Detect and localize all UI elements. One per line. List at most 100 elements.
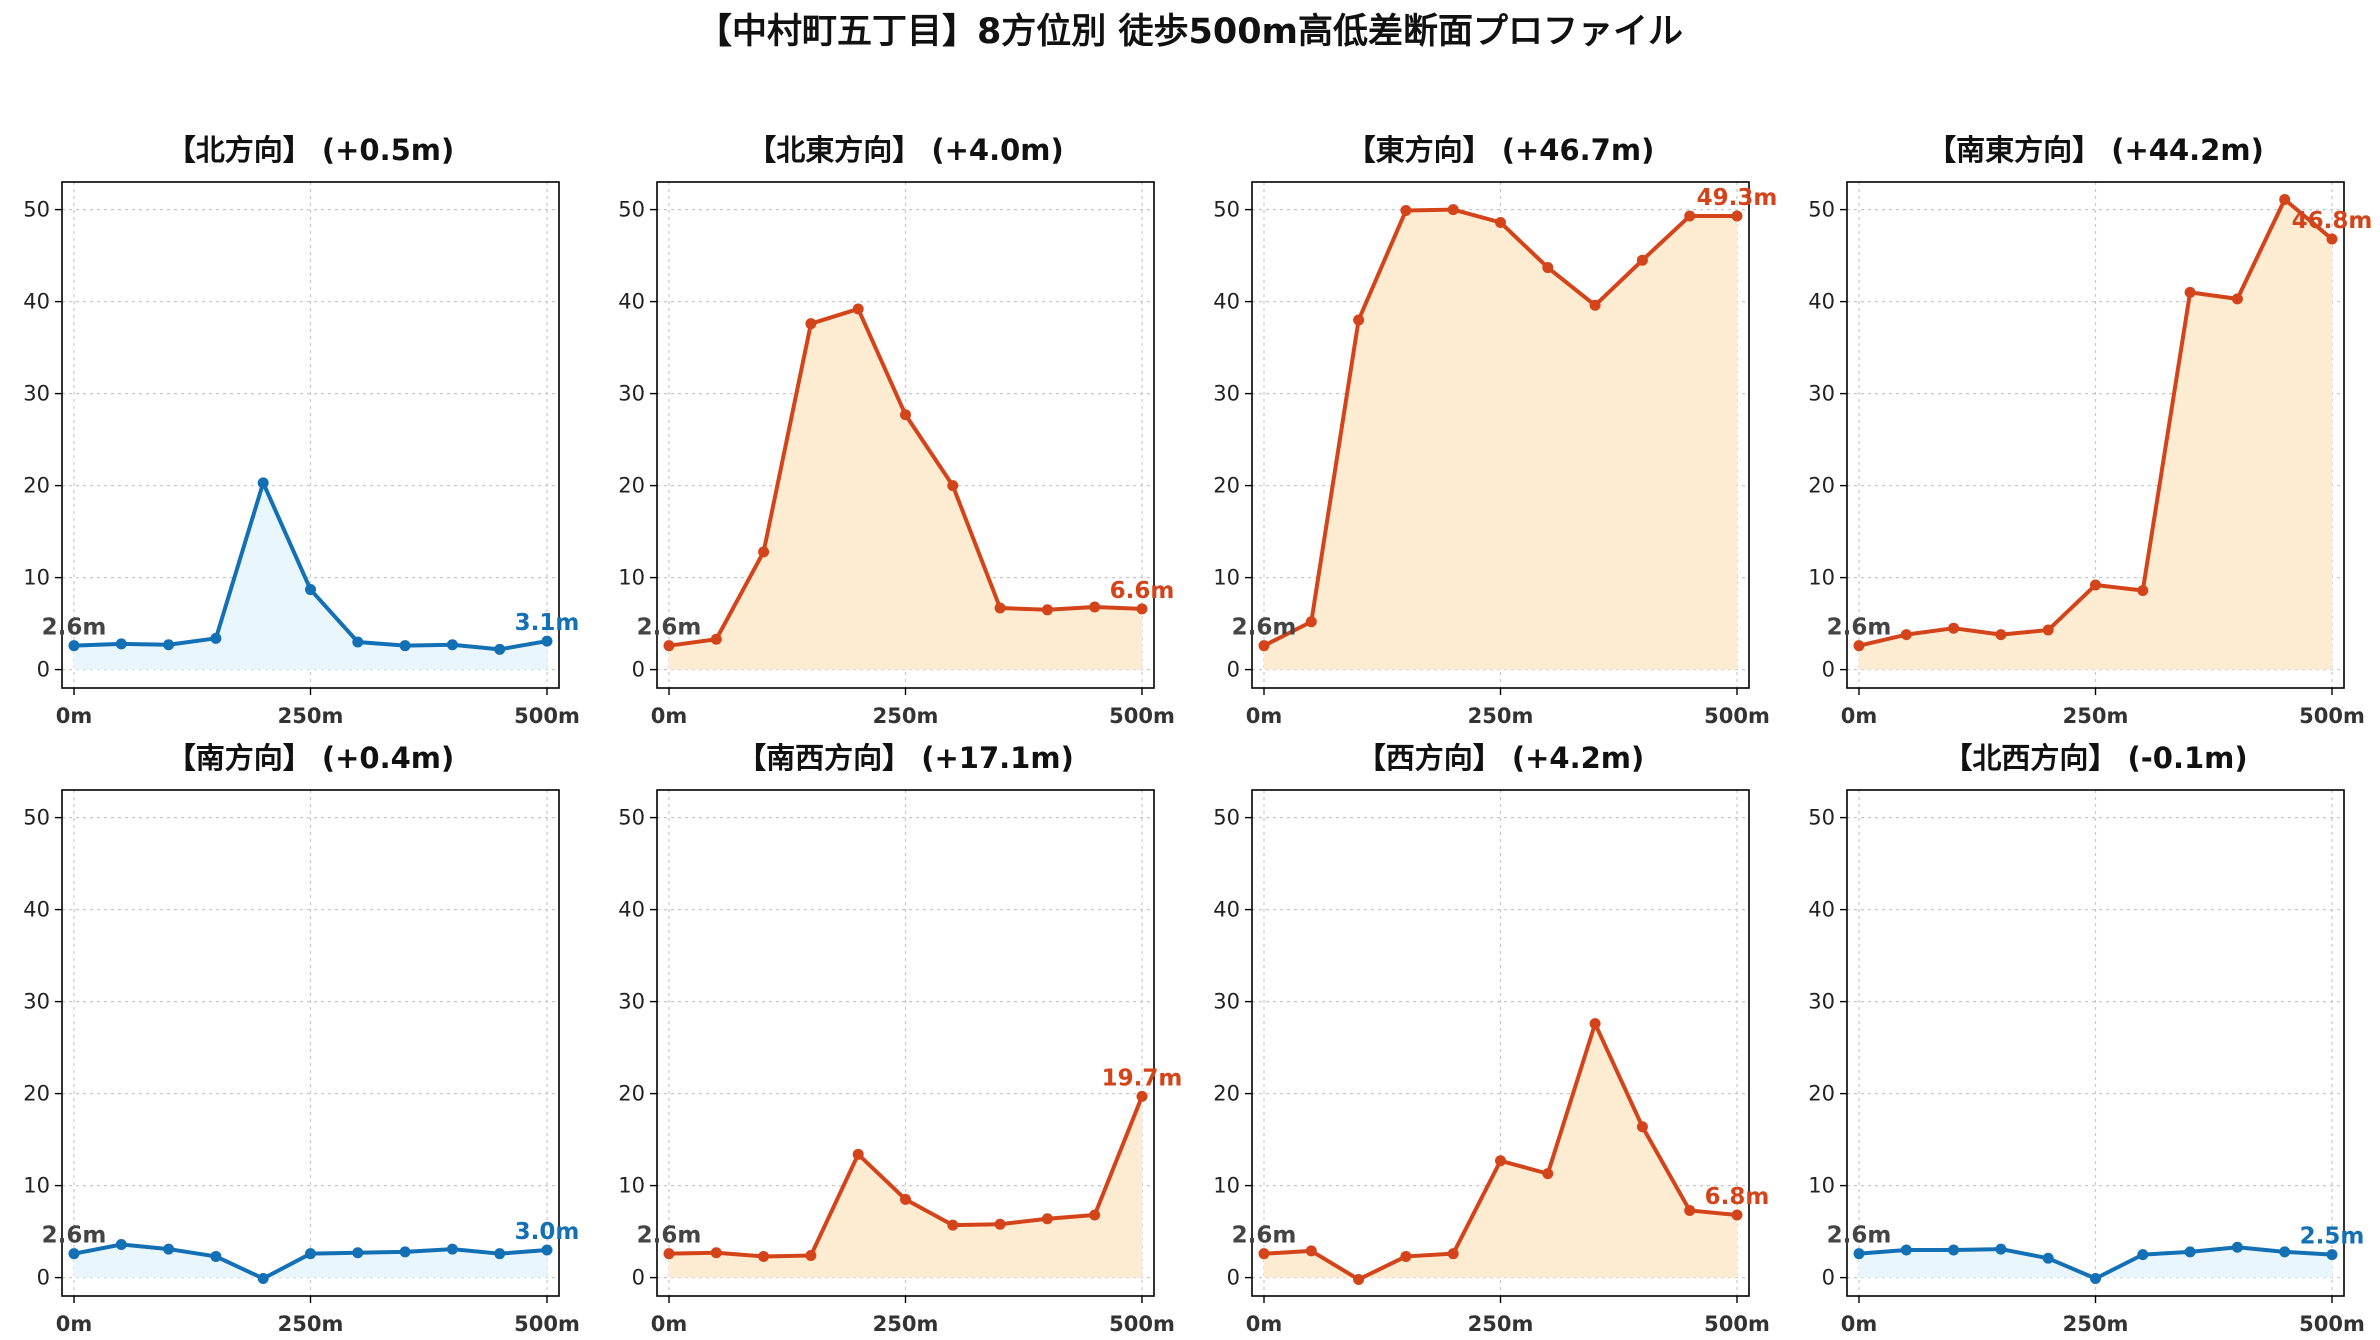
y-tick-label: 50	[618, 198, 645, 222]
data-point	[1041, 604, 1053, 616]
y-tick-label: 40	[23, 898, 50, 922]
data-point	[2279, 193, 2291, 205]
y-tick-label: 0	[1822, 1266, 1835, 1290]
x-tick-label: 500m	[1109, 704, 1175, 728]
data-point	[1948, 622, 1960, 634]
data-point	[305, 1248, 316, 1260]
y-tick-label: 20	[23, 1082, 50, 1106]
panel-title: 【北西方向】 (-0.1m)	[1943, 741, 2247, 775]
end-elevation-label: 49.3m	[1697, 185, 1778, 211]
data-point	[1542, 262, 1554, 274]
data-point	[2137, 1249, 2149, 1261]
x-tick-label: 0m	[651, 704, 688, 728]
data-point	[1136, 1090, 1148, 1102]
x-tick-label: 0m	[56, 704, 93, 728]
panel-title: 【西方向】 (+4.2m)	[1357, 741, 1645, 775]
end-elevation-label: 3.1m	[515, 610, 580, 636]
data-point	[163, 639, 175, 651]
y-tick-label: 20	[23, 474, 50, 498]
data-point	[1495, 1155, 1506, 1167]
data-point	[663, 640, 675, 652]
data-point	[115, 638, 127, 650]
start-elevation-label: 2.6m	[637, 1223, 702, 1249]
data-point	[2184, 1246, 2196, 1258]
x-tick-label: 500m	[2299, 1312, 2365, 1336]
end-elevation-label: 6.6m	[1110, 578, 1175, 604]
elevation-area	[1859, 199, 2332, 670]
y-tick-label: 50	[23, 198, 50, 222]
y-tick-label: 10	[1808, 566, 1835, 590]
data-point	[852, 303, 864, 315]
data-point	[758, 1250, 770, 1262]
data-point	[163, 1243, 175, 1255]
y-tick-label: 0	[632, 1266, 645, 1290]
data-point	[1636, 254, 1648, 266]
y-tick-label: 50	[1808, 806, 1835, 830]
start-elevation-label: 2.6m	[1827, 615, 1892, 641]
y-tick-label: 50	[618, 806, 645, 830]
end-elevation-label: 19.7m	[1102, 1065, 1183, 1091]
data-point	[305, 584, 316, 596]
y-tick-label: 50	[1213, 806, 1240, 830]
data-point	[1731, 210, 1743, 222]
elevation-area	[669, 1096, 1142, 1278]
end-elevation-label: 6.8m	[1705, 1184, 1770, 1210]
y-tick-label: 0	[37, 1266, 50, 1290]
start-elevation-label: 2.6m	[42, 1223, 107, 1249]
data-point	[1353, 1273, 1365, 1285]
data-point	[994, 1218, 1006, 1230]
start-elevation-label: 2.6m	[637, 615, 702, 641]
y-tick-label: 0	[1227, 658, 1240, 682]
data-point	[710, 633, 722, 645]
start-elevation-label: 2.6m	[1232, 615, 1297, 641]
data-point	[1900, 629, 1912, 641]
y-tick-label: 40	[1808, 898, 1835, 922]
data-point	[541, 635, 553, 647]
y-tick-label: 30	[1808, 990, 1835, 1014]
x-tick-label: 250m	[278, 1312, 344, 1336]
x-tick-label: 500m	[1704, 1312, 1770, 1336]
data-point	[1495, 216, 1506, 228]
data-point	[1589, 1018, 1601, 1030]
panel-title: 【北方向】 (+0.5m)	[167, 133, 455, 167]
x-tick-label: 500m	[2299, 704, 2365, 728]
data-point	[2137, 584, 2149, 596]
start-elevation-label: 2.6m	[42, 615, 107, 641]
x-tick-label: 0m	[1246, 704, 1283, 728]
y-tick-label: 50	[1808, 198, 1835, 222]
data-point	[1089, 1209, 1101, 1221]
data-point	[1258, 1248, 1270, 1260]
y-tick-label: 40	[618, 290, 645, 314]
data-point	[352, 636, 364, 648]
y-tick-label: 10	[618, 566, 645, 590]
x-tick-label: 250m	[1468, 704, 1534, 728]
data-point	[446, 639, 458, 651]
data-point	[900, 409, 911, 421]
elevation-area	[1264, 209, 1737, 670]
x-tick-label: 500m	[514, 1312, 580, 1336]
data-point	[2231, 293, 2243, 305]
data-point	[710, 1247, 722, 1259]
data-point	[1853, 1248, 1865, 1260]
y-tick-label: 10	[618, 1174, 645, 1198]
y-tick-label: 10	[1213, 566, 1240, 590]
data-point	[2090, 1273, 2101, 1285]
y-tick-label: 0	[1822, 658, 1835, 682]
y-tick-label: 50	[1213, 198, 1240, 222]
data-point	[900, 1193, 911, 1205]
y-tick-label: 30	[1808, 382, 1835, 406]
x-tick-label: 0m	[56, 1312, 93, 1336]
start-elevation-label: 2.6m	[1827, 1223, 1892, 1249]
data-point	[1731, 1209, 1743, 1221]
data-point	[1447, 1248, 1459, 1260]
x-tick-label: 250m	[873, 704, 939, 728]
data-point	[1995, 629, 2007, 641]
data-point	[1948, 1244, 1960, 1256]
data-point	[805, 1250, 817, 1262]
